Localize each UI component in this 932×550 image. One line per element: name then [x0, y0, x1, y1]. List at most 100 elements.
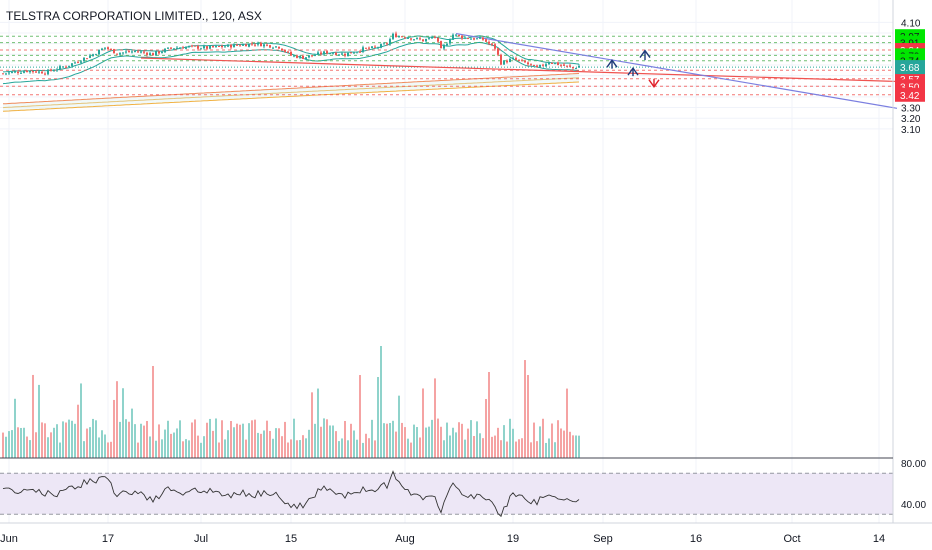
candle-body: [8, 72, 10, 74]
candle-body: [401, 36, 403, 38]
volume-bar: [260, 433, 262, 458]
candle-body: [317, 52, 319, 55]
volume-bar: [128, 421, 130, 458]
candle-body: [458, 35, 460, 37]
volume-bar: [557, 420, 559, 458]
candle-body: [251, 43, 253, 45]
volume-bar: [506, 441, 508, 458]
chart-title: TELSTRA CORPORATION LIMITED., 120, ASX: [6, 9, 262, 23]
volume-bar: [560, 428, 562, 458]
candle-body: [281, 48, 283, 51]
candle-body: [335, 52, 337, 56]
candle-body: [38, 71, 40, 73]
horizontal-levels: [0, 35, 893, 96]
candle-body: [512, 57, 514, 60]
candle-body: [260, 42, 262, 47]
candle-body: [428, 37, 430, 39]
candle-body: [341, 53, 343, 55]
volume-bar: [125, 419, 127, 458]
candle-body: [248, 43, 250, 47]
volume-bar: [266, 420, 268, 458]
volume-bar: [281, 436, 283, 458]
volume-bar: [455, 432, 457, 458]
candle-body: [521, 60, 523, 62]
candle-body: [11, 71, 13, 73]
candle-body: [278, 46, 280, 49]
volume-bar: [68, 419, 70, 458]
candle-body: [353, 52, 355, 54]
volume-bar: [218, 442, 220, 458]
candle-body: [50, 69, 52, 71]
volume-bar: [500, 440, 502, 458]
volume-bar: [395, 431, 397, 458]
candle-body: [83, 57, 85, 62]
candle-body: [311, 55, 313, 57]
volume-bar: [194, 419, 196, 458]
volume-bar: [14, 398, 16, 458]
volume-bar: [137, 442, 139, 458]
volume-bar: [545, 442, 547, 458]
candle-body: [524, 60, 526, 63]
volume-bar: [221, 420, 223, 458]
candle-body: [506, 60, 508, 63]
volume-bar: [440, 426, 442, 458]
time-tick-label: 17: [102, 533, 114, 545]
candle-body: [5, 73, 7, 75]
candle-body: [407, 37, 409, 39]
volume-bar: [116, 381, 118, 458]
volume-bar: [413, 424, 415, 458]
volume-bar: [389, 423, 391, 458]
candle-body: [332, 53, 334, 55]
volume-bar: [95, 420, 97, 458]
volume-bar: [41, 422, 43, 458]
candle-body: [326, 51, 328, 54]
candle-body: [536, 65, 538, 68]
candle-body: [131, 51, 133, 53]
volume-bar: [242, 423, 244, 458]
volume-bar: [494, 435, 496, 458]
volume-bar: [5, 436, 7, 458]
volume-bar: [479, 433, 481, 458]
candle-body: [365, 47, 367, 49]
volume-bar: [452, 427, 454, 458]
volume-bar: [530, 442, 532, 458]
candle-body: [110, 48, 112, 50]
volume-bar: [11, 430, 13, 458]
volume-bar: [386, 423, 388, 458]
candle-body: [176, 47, 178, 49]
arrow-up-head: [639, 49, 651, 58]
candle-body: [20, 72, 22, 74]
candle-body: [254, 44, 256, 46]
volume-bar: [533, 422, 535, 458]
candle-body: [386, 43, 388, 45]
candle-body: [119, 53, 121, 55]
volume-bar: [464, 439, 466, 458]
candle-body: [374, 46, 376, 48]
volume-bar: [320, 426, 322, 458]
volume-bar: [134, 424, 136, 458]
volume-bar: [50, 432, 52, 458]
candle-body: [329, 53, 331, 55]
time-tick-label: Aug: [395, 533, 415, 545]
rsi-zone: [0, 473, 893, 515]
volume-bar: [365, 433, 367, 458]
candle-body: [452, 34, 454, 40]
candle-body: [410, 38, 412, 40]
candle-body: [569, 65, 571, 67]
volume-bar: [449, 435, 451, 458]
volume-bar: [296, 440, 298, 458]
volume-bar: [107, 442, 109, 458]
rsi-indicator: [2, 470, 580, 518]
candle-body: [449, 39, 451, 44]
candle-body: [17, 71, 19, 74]
volume-bar: [98, 437, 100, 458]
volume-bar: [170, 433, 172, 458]
volume-bar: [470, 420, 472, 458]
candle-body: [566, 65, 568, 67]
candle-body: [509, 59, 511, 63]
candle-body: [293, 55, 295, 57]
candle-body: [47, 69, 49, 75]
time-tick-label: 15: [285, 533, 297, 545]
volume-bar: [173, 432, 175, 458]
